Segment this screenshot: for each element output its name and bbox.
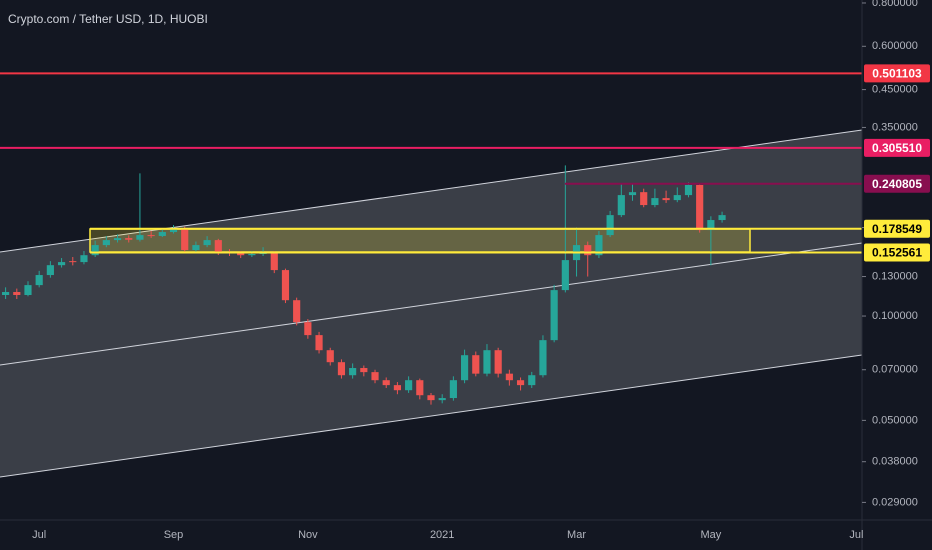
level-label-bg (864, 138, 930, 157)
candle-body (371, 372, 379, 381)
candle-body (192, 245, 200, 251)
channel-middle (0, 242, 863, 366)
candle-body (494, 350, 502, 374)
levels (0, 72, 862, 254)
candle-body (718, 215, 726, 221)
chart-title: Crypto.com / Tether USD, 1D, HUOBI (8, 12, 208, 26)
candle-body (405, 380, 413, 391)
candle-body (270, 252, 278, 271)
x-tick-label: May (700, 529, 721, 541)
candle-body (461, 355, 469, 381)
candle-body (472, 355, 480, 374)
candle-body (158, 232, 166, 236)
candle-body (80, 255, 88, 263)
candle-body (337, 362, 346, 376)
candle-body (617, 195, 625, 216)
candle-body (662, 198, 670, 201)
y-tick-label: 0.038000 (872, 456, 918, 468)
candle-body (326, 350, 334, 363)
candle-body (449, 380, 457, 399)
y-tick-label: 0.070000 (872, 364, 918, 376)
candle-body (169, 228, 178, 233)
x-tick-label: 2021 (430, 529, 454, 541)
candle-body (315, 335, 323, 351)
candle-body (203, 240, 211, 246)
candle-body (640, 192, 648, 206)
candle-body (707, 220, 715, 231)
candle-body (516, 380, 525, 386)
candle-body (293, 300, 301, 323)
level-label-bg (864, 64, 930, 83)
candle-body (651, 198, 659, 206)
candle-body (35, 275, 43, 286)
candle-body (13, 292, 21, 295)
candle-body (673, 195, 681, 201)
candle-body (57, 262, 66, 266)
y-tick-label: 0.800000 (872, 0, 918, 9)
candle-body (69, 261, 77, 263)
candle-body (102, 240, 110, 246)
candle-body (595, 235, 603, 256)
axes: 0.8000000.6000000.4500000.3500000.180000… (32, 0, 918, 541)
candle-body (248, 253, 256, 256)
candle-body (505, 373, 513, 381)
candle-body (349, 368, 357, 376)
channel-lower (0, 354, 863, 478)
candle-body (237, 253, 245, 256)
level-label-bg (864, 243, 930, 262)
y-tick-label: 0.029000 (872, 496, 918, 508)
candle-body (584, 245, 592, 256)
candle-body (561, 260, 569, 291)
candle-body (393, 385, 401, 391)
x-tick-label: Mar (567, 529, 586, 541)
candle-body (136, 235, 144, 240)
y-tick-label: 0.350000 (872, 121, 918, 133)
level-label-bg (864, 219, 930, 238)
x-tick-label: Sep (164, 529, 184, 541)
y-tick-label: 0.100000 (872, 310, 918, 322)
candle-body (147, 235, 155, 237)
candle-body (125, 238, 133, 240)
level-label-bg (864, 174, 930, 193)
level-label: 0.305510 (872, 141, 922, 155)
candle-body (113, 238, 122, 241)
candle-body (628, 192, 637, 196)
candle-body (91, 245, 99, 256)
y-tick-label: 0.130000 (872, 270, 918, 282)
x-tick-label: Nov (298, 529, 318, 541)
candle-body (304, 322, 312, 336)
y-tick-label: 0.450000 (872, 84, 918, 96)
y-tick-label: 0.600000 (872, 40, 918, 52)
candle-body (684, 184, 693, 196)
candle-body (483, 350, 491, 374)
candle-body (181, 228, 189, 251)
candle-body (2, 292, 10, 295)
candle-body (416, 380, 424, 396)
candle-body (696, 184, 704, 231)
level-label: 0.501103 (872, 67, 922, 81)
candle-body (606, 215, 614, 236)
candle-body (360, 368, 368, 373)
candle-body (382, 380, 390, 386)
candle-body (550, 290, 558, 341)
candle-body (427, 395, 435, 401)
level-label: 0.240805 (872, 177, 922, 191)
candle-body (46, 265, 54, 276)
candle-body (528, 375, 536, 386)
candle-body (438, 398, 446, 401)
candle-body (539, 340, 547, 376)
x-tick-label: Jul (849, 529, 863, 541)
y-tick-label: 0.050000 (872, 414, 918, 426)
candle-body (214, 240, 222, 253)
candle-body (281, 270, 290, 301)
level-label: 0.152561 (872, 246, 922, 260)
level-labels: 0.501103 0.305510 0.240805 0.178549 0.152561 (864, 64, 930, 262)
zone-box (89, 228, 751, 253)
level-label: 0.178549 (872, 222, 922, 236)
x-tick-label: Jul (32, 529, 46, 541)
channel-upper (0, 129, 863, 253)
candle-body (24, 285, 32, 295)
